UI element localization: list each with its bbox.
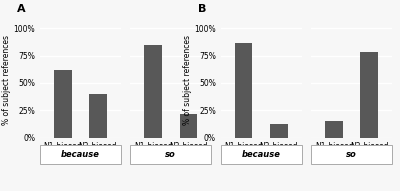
Bar (54, 70, 72, 138)
Y-axis label: % of subject references: % of subject references (182, 35, 192, 125)
Text: B: B (198, 4, 207, 14)
Bar (89, 94, 107, 138)
Text: A: A (17, 4, 26, 14)
Bar (360, 52, 378, 138)
Bar (180, 113, 197, 138)
Text: because: because (242, 150, 281, 159)
Bar (270, 124, 288, 138)
Text: so: so (346, 150, 357, 159)
Text: so: so (166, 150, 176, 159)
Text: because: because (61, 150, 100, 159)
Bar (325, 121, 343, 138)
Bar (144, 45, 162, 138)
Y-axis label: % of subject references: % of subject references (2, 35, 11, 125)
Bar (235, 43, 252, 138)
